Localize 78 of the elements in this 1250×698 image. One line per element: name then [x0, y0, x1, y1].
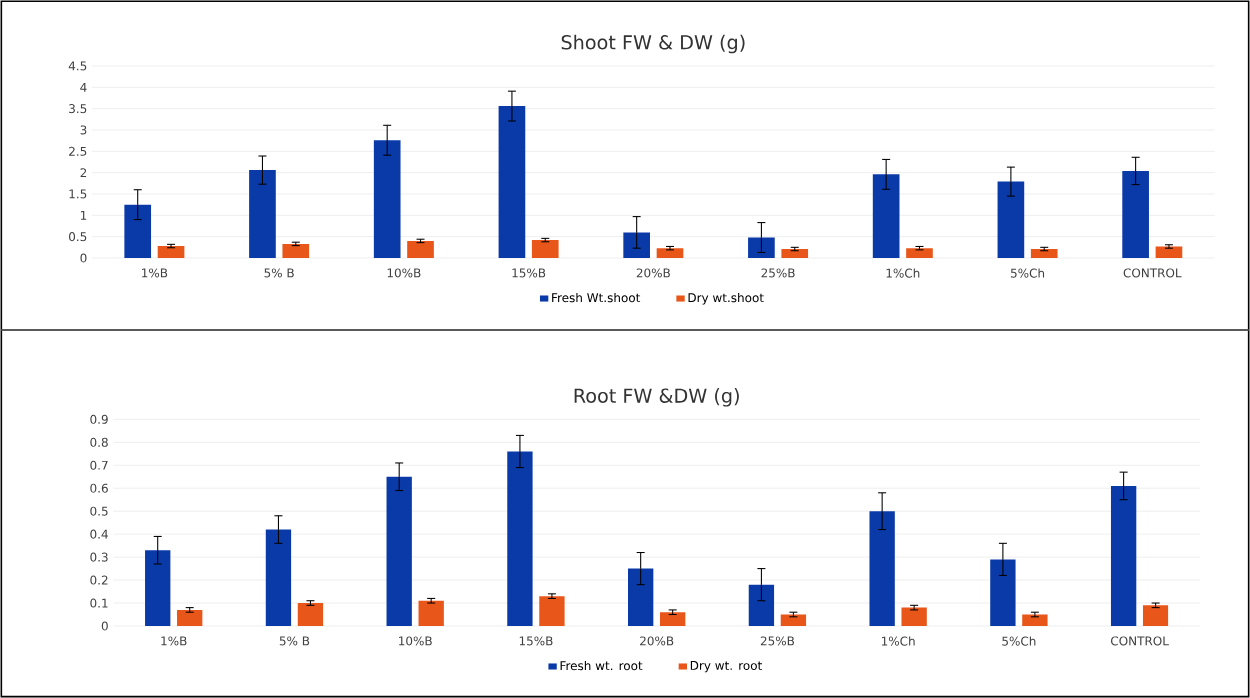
bar [539, 596, 565, 626]
bar [780, 614, 807, 626]
bar [901, 607, 927, 626]
y-tick-label: 0.8 [90, 437, 108, 447]
bar [1155, 246, 1183, 258]
bar [386, 476, 412, 626]
bar [265, 529, 292, 626]
x-tick-label: CONTROL [1111, 636, 1169, 646]
bar [407, 240, 434, 258]
chart-title: Root FW &DW (g) [574, 388, 739, 407]
y-tick-label: 0.5 [90, 506, 108, 516]
y-tick-label: 0.9 [90, 414, 108, 424]
y-tick-label: 0.5 [69, 232, 87, 242]
bar [656, 248, 684, 258]
legend-label: Dry wt. root [690, 661, 762, 673]
y-tick-label: 3.5 [69, 104, 87, 114]
bar [297, 603, 324, 626]
bar [177, 609, 203, 626]
x-tick-label: 10%B [387, 268, 421, 278]
y-tick-label: 0.1 [90, 598, 108, 608]
y-tick-label: 1.5 [69, 189, 87, 199]
legend-label: Fresh wt. root [560, 660, 643, 671]
bar [531, 240, 559, 258]
bar [748, 584, 775, 626]
y-tick-label: 0.2 [90, 575, 108, 585]
bar [249, 170, 276, 258]
y-tick-label: 0.4 [90, 529, 108, 539]
legend-label: Dry wt.shoot [688, 292, 764, 305]
y-tick-label: 3 [80, 125, 87, 135]
bar [872, 174, 900, 258]
x-tick-label: 20%B [640, 636, 674, 646]
bar [418, 600, 444, 626]
bar [906, 248, 933, 258]
bar [282, 243, 310, 258]
x-tick-label: 15%B [519, 636, 553, 646]
y-tick-label: 0 [101, 621, 108, 631]
bar [124, 204, 152, 258]
x-tick-label: 10%B [399, 636, 432, 646]
bar [498, 106, 526, 258]
bar [781, 249, 809, 258]
y-tick-label: 0.6 [90, 483, 108, 493]
bar [990, 559, 1016, 626]
bar [157, 246, 185, 258]
x-tick-label: 1%Ch [881, 636, 915, 646]
x-tick-label: 5% B [264, 268, 294, 278]
bar [1030, 249, 1058, 258]
y-tick-label: 0 [80, 253, 87, 263]
x-tick-label: 1%B [161, 636, 187, 646]
y-tick-label: 2.5 [69, 146, 87, 156]
x-tick-label: 5% B [279, 636, 310, 646]
bar [1022, 614, 1048, 626]
x-tick-label: 5%Ch [1010, 268, 1045, 278]
legend-label: Fresh Wt.shoot [552, 292, 641, 303]
bar [1110, 485, 1137, 626]
y-tick-label: 4.5 [68, 61, 87, 71]
y-tick-label: 0.7 [90, 460, 108, 470]
bar [869, 511, 895, 626]
y-tick-label: 2 [80, 168, 87, 178]
bar [145, 550, 171, 626]
y-tick-label: 4 [80, 82, 87, 92]
bar [628, 568, 654, 626]
y-tick-label: 0.3 [90, 552, 108, 562]
chart-title: Shoot FW & DW (g) [561, 34, 745, 54]
bar [1122, 170, 1149, 258]
x-tick-label: 20%B [636, 268, 670, 278]
y-tick-label: 1 [80, 210, 87, 220]
bar [997, 181, 1025, 258]
x-tick-label: 5%Ch [1002, 636, 1036, 646]
x-tick-label: CONTROL [1123, 268, 1182, 278]
x-tick-label: 1%B [142, 268, 168, 278]
x-tick-label: 25%B [760, 636, 794, 646]
x-tick-label: 25%B [761, 268, 795, 278]
bar [660, 612, 686, 626]
bar [373, 140, 401, 258]
bar [1142, 605, 1169, 626]
bar [507, 451, 533, 626]
x-tick-label: 15%B [512, 268, 546, 278]
x-tick-label: 1%Ch [886, 268, 920, 278]
